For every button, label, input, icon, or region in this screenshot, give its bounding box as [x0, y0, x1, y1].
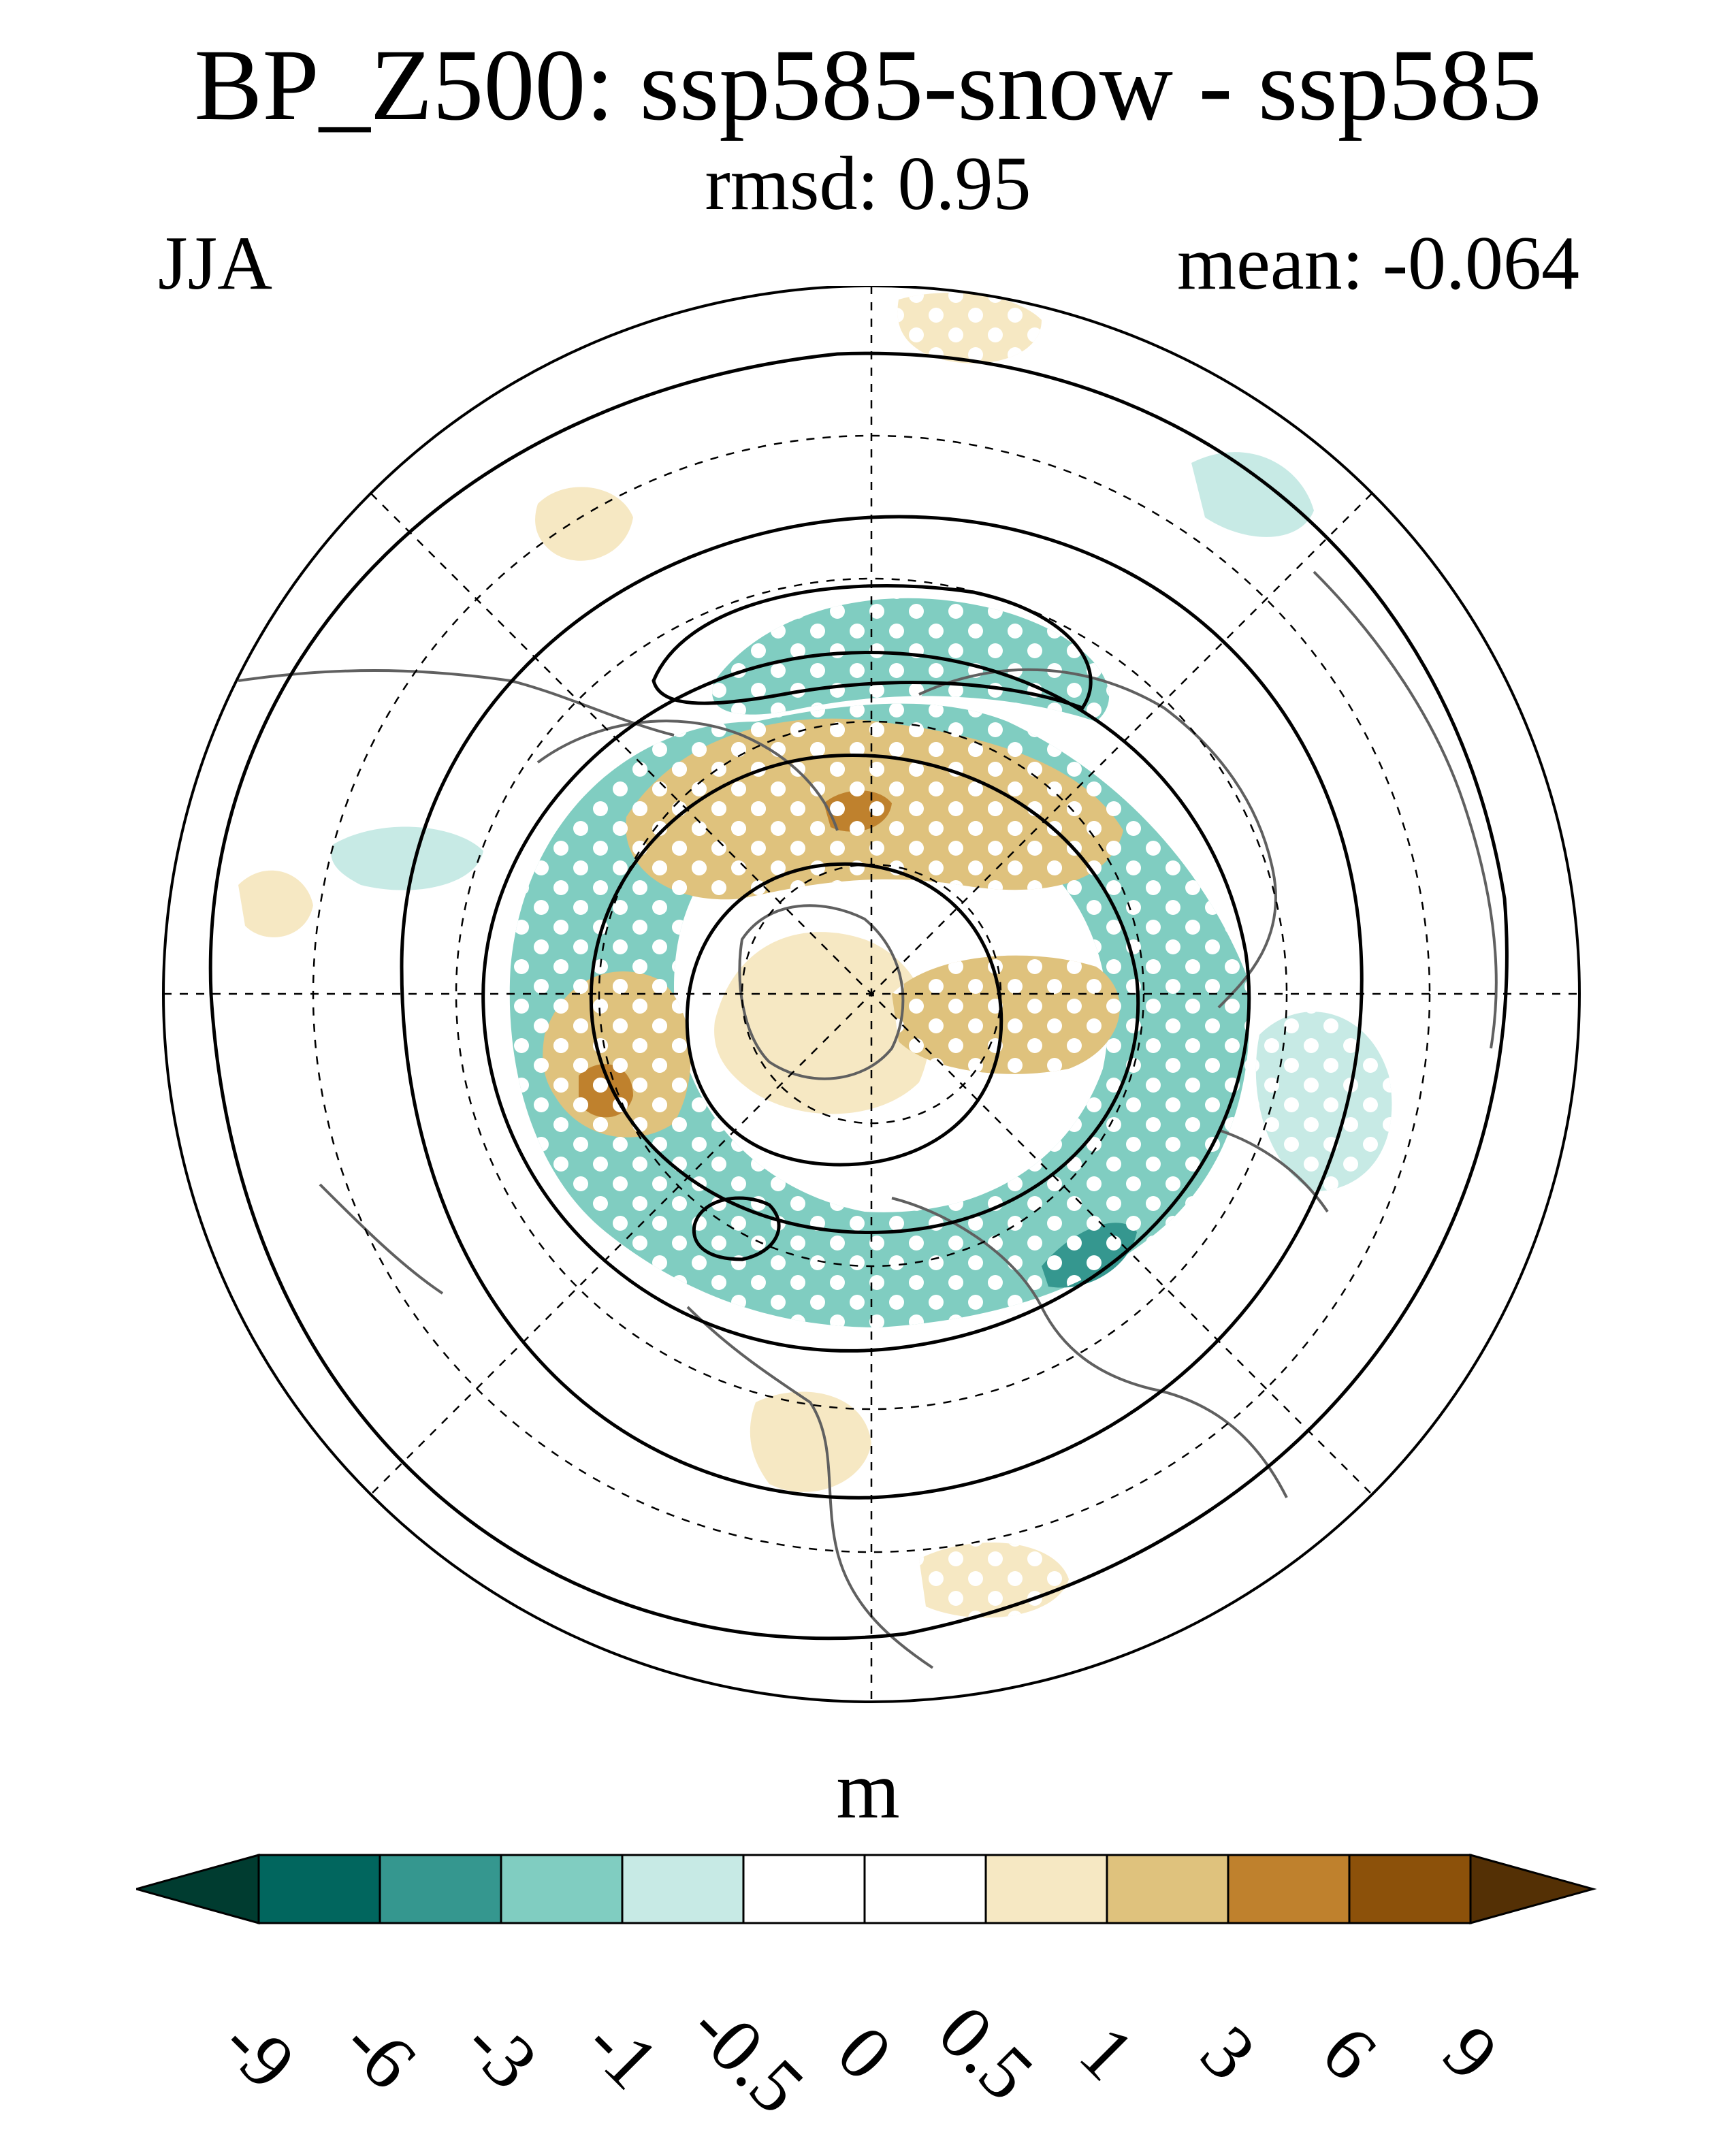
- negative-anomaly-ne: [1191, 452, 1314, 537]
- colorbar-tick-label: 1: [1063, 2010, 1151, 2097]
- positive-anomaly-nw: [535, 487, 633, 561]
- colorbar-box: [1227, 1854, 1351, 1924]
- colorbar-right-extension: [1469, 1854, 1597, 1924]
- colorbar-units: m: [836, 1745, 900, 1835]
- plot-title: BP_Z500: ssp585-snow - ssp585: [194, 29, 1542, 142]
- colorbar-box: [984, 1854, 1108, 1924]
- colorbar-tick-label: 9: [1427, 2010, 1514, 2097]
- negative-anomaly-west: [331, 826, 483, 890]
- colorbar: [136, 1854, 1597, 1924]
- colorbar-box: [257, 1854, 381, 1924]
- climatology-contours: [208, 351, 1509, 1641]
- map-boundary: [162, 286, 1581, 1703]
- colorbar-box: [742, 1854, 866, 1924]
- colorbar-tick-label: -9: [206, 2001, 311, 2105]
- colorbar-tick-label: -3: [449, 2001, 553, 2105]
- colorbar-box: [863, 1854, 987, 1924]
- rmsd-subtitle: rmsd: 0.95: [705, 142, 1031, 226]
- colorbar-tick-label: 6: [1306, 2010, 1393, 2097]
- colorbar-box: [1106, 1854, 1229, 1924]
- mean-label: mean: -0.064: [1177, 221, 1579, 306]
- season-label: JJA: [158, 221, 273, 306]
- positive-anomaly-center: [714, 932, 930, 1114]
- colorbar-tick-label: 0: [821, 2010, 908, 2097]
- positive-anomaly-far-west: [238, 870, 313, 937]
- positive-anomaly-south: [750, 1391, 871, 1492]
- colorbar-box: [500, 1854, 624, 1924]
- colorbar-box: [1348, 1854, 1472, 1924]
- colorbar-box: [379, 1854, 502, 1924]
- graticule: [163, 286, 1579, 1702]
- colorbar-box: [621, 1854, 745, 1924]
- colorbar-left-extension: [136, 1854, 260, 1924]
- colorbar-tick-label: -1: [570, 2001, 675, 2105]
- colorbar-tick-label: 3: [1185, 2010, 1272, 2097]
- colorbar-tick-label: -6: [327, 2001, 432, 2105]
- colorbar-tick-label: 0.5: [922, 1989, 1050, 2117]
- colorbar-tick-label: -0.5: [675, 1984, 820, 2130]
- polar-map: [162, 286, 1581, 1703]
